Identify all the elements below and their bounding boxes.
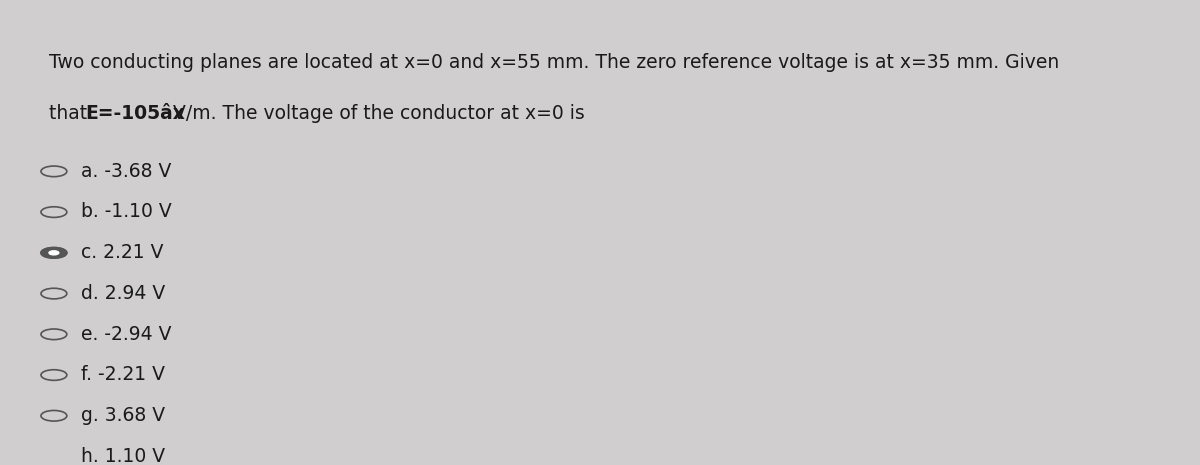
- Text: g. 3.68 V: g. 3.68 V: [80, 406, 164, 425]
- Text: V/m. The voltage of the conductor at x=0 is: V/m. The voltage of the conductor at x=0…: [167, 104, 584, 123]
- Text: f. -2.21 V: f. -2.21 V: [80, 365, 164, 384]
- Text: c. 2.21 V: c. 2.21 V: [80, 243, 163, 262]
- Text: that: that: [48, 104, 92, 123]
- Text: h. 1.10 V: h. 1.10 V: [80, 447, 164, 465]
- Text: b. -1.10 V: b. -1.10 V: [80, 202, 172, 221]
- Circle shape: [49, 251, 59, 255]
- Text: d. 2.94 V: d. 2.94 V: [80, 284, 166, 303]
- Text: e. -2.94 V: e. -2.94 V: [80, 325, 172, 344]
- Text: E=-105âx: E=-105âx: [85, 104, 185, 123]
- Text: a. -3.68 V: a. -3.68 V: [80, 162, 172, 180]
- Text: Two conducting planes are located at x=0 and x=55 mm. The zero reference voltage: Two conducting planes are located at x=0…: [48, 53, 1058, 72]
- Circle shape: [41, 247, 67, 258]
